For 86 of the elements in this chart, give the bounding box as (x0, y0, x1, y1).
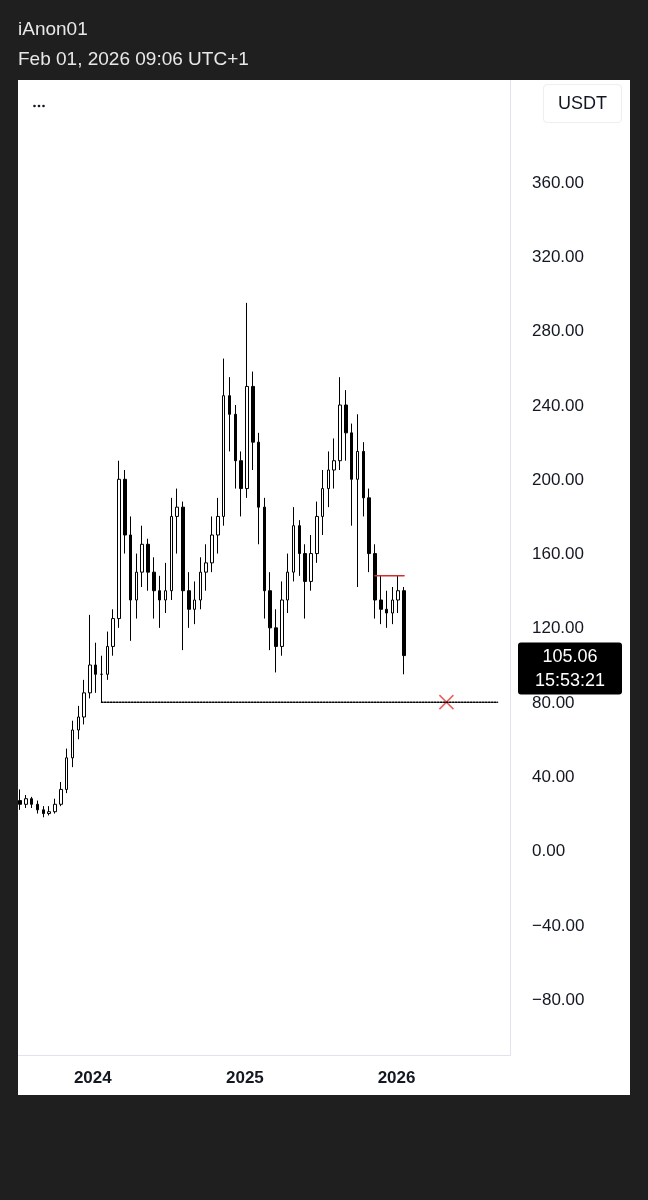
candlestick (362, 441, 365, 517)
candlestick (228, 376, 231, 452)
candlestick (77, 705, 80, 740)
candlestick (71, 720, 74, 768)
candlestick (53, 798, 57, 815)
candlestick (42, 805, 45, 818)
candlestick (298, 519, 301, 577)
candlestick (350, 423, 353, 527)
candlestick (82, 679, 86, 725)
candlestick (315, 501, 319, 564)
candlestick (280, 580, 284, 657)
candlestick (332, 437, 336, 490)
candlestick (356, 413, 359, 588)
text: 15:53:21 (534, 669, 606, 690)
candlestick (367, 488, 371, 573)
candlestick (158, 575, 161, 629)
y-tick-label: 360.00 (532, 172, 584, 192)
candlestick (65, 748, 68, 794)
candlestick (268, 571, 272, 651)
candlestick (59, 781, 63, 807)
candlestick (117, 460, 121, 629)
candlestick (94, 642, 97, 694)
candlestick (321, 469, 324, 536)
y-tick-label: −80.00 (532, 989, 585, 1009)
candlestick (146, 538, 150, 592)
y-tick-label: 240.00 (532, 395, 584, 415)
candlestick (402, 586, 406, 675)
y-tick-label: 200.00 (532, 469, 584, 489)
candlestick (123, 469, 127, 555)
candlestick (327, 450, 330, 508)
y-tick-label: 280.00 (532, 321, 584, 341)
candlestick (187, 571, 191, 629)
y-tick-label: 0.00 (532, 841, 566, 861)
text: Feb 01, 2026 09:06 UTC+1 (18, 47, 249, 71)
candlestick (222, 358, 225, 527)
candlestick (106, 631, 109, 681)
x-tick-label: 2026 (377, 1068, 416, 1087)
candlestick (344, 389, 348, 462)
candlestick (175, 488, 179, 555)
candlestick (204, 543, 208, 592)
y-tick-label: 120.00 (532, 618, 584, 638)
candlestick (47, 805, 51, 816)
y-tick-label: 320.00 (532, 246, 584, 266)
x-tick-label: 2025 (225, 1068, 264, 1087)
text: 105.06 (542, 645, 598, 666)
text: iAnon01 (18, 17, 89, 41)
candlestick (263, 497, 266, 620)
candlestick (30, 796, 33, 809)
candlestick (373, 543, 377, 620)
y-tick-label: 80.00 (532, 692, 575, 712)
candlestick (257, 432, 260, 545)
candlestick (239, 450, 243, 517)
candlestick (181, 501, 185, 651)
candlestick (129, 515, 132, 642)
candlestick (234, 404, 237, 490)
y-tick-label: 40.00 (532, 766, 575, 786)
y-tick-label: −40.00 (532, 915, 585, 935)
candlestick (286, 553, 289, 614)
candlestick (251, 371, 255, 471)
candlestick (210, 515, 214, 573)
candlestick (152, 556, 156, 620)
candlestick (135, 553, 138, 620)
candlestick (193, 580, 196, 625)
candlestick (292, 506, 295, 582)
candlestick (309, 534, 313, 592)
candlestick (24, 794, 28, 809)
candlestick (111, 608, 115, 657)
candlestick (379, 575, 383, 625)
candlestick (385, 590, 388, 629)
candlestick (18, 788, 22, 811)
candlestick (88, 614, 92, 699)
candlestick (170, 497, 173, 601)
candlestick (140, 525, 144, 588)
candlestick (391, 586, 394, 625)
x-tick-label: 2024 (73, 1068, 113, 1087)
candlestick (199, 556, 202, 610)
candlestick (36, 800, 39, 815)
candlestick (216, 497, 220, 555)
candlestick (338, 376, 342, 471)
y-tick-label: 160.00 (532, 544, 584, 564)
candlestick (164, 562, 167, 614)
candlestick (396, 575, 400, 614)
candlestick (245, 302, 249, 499)
text: USDT (543, 84, 622, 123)
candlestick (274, 608, 278, 673)
candlestick (303, 543, 307, 620)
